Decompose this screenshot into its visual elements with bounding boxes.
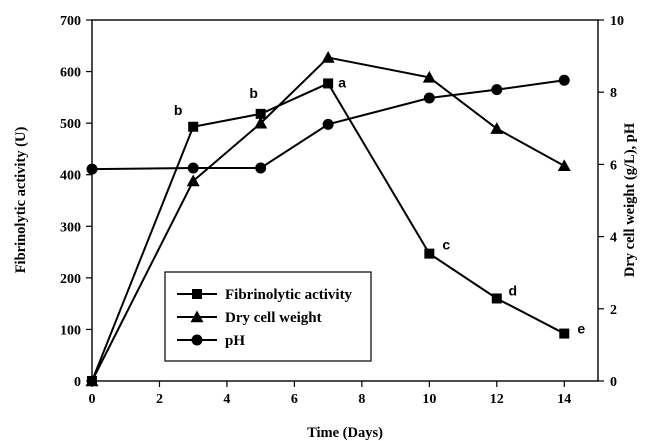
y-tick-label: 200 — [60, 272, 81, 287]
data-point-dry-cell-weight — [85, 374, 99, 387]
data-point-ph — [86, 163, 98, 175]
point-annotation-label: d — [509, 282, 518, 298]
y2-tick-label: 2 — [610, 303, 617, 318]
data-point-dry-cell-weight — [422, 70, 436, 83]
legend-label-ph: pH — [225, 333, 245, 349]
y2-tick-label: 0 — [610, 375, 617, 390]
annotation-layer: b b a c d e — [174, 74, 585, 336]
data-point-dry-cell-weight — [321, 51, 335, 63]
x-tick-label: 6 — [291, 392, 298, 407]
y2-tick-label: 4 — [610, 231, 617, 246]
legend-label-dry-cell-weight: Dry cell weight — [225, 310, 322, 326]
point-annotation-label: b — [249, 85, 258, 101]
y-tick-label: 600 — [60, 66, 81, 81]
x-axis-ticks: 0 2 4 6 8 10 12 14 — [89, 381, 571, 407]
point-annotation-label: e — [577, 321, 585, 337]
data-point-ph — [491, 84, 503, 96]
y2-tick-label: 6 — [610, 158, 617, 173]
data-point-ph — [423, 92, 435, 104]
x-tick-label: 2 — [156, 392, 163, 407]
x-axis-title: Time (Days) — [307, 425, 383, 441]
data-point-fibrinolytic-activity — [491, 293, 502, 304]
y-tick-label: 0 — [74, 375, 81, 390]
y2-tick-label: 8 — [610, 86, 617, 101]
plot-frame — [91, 19, 599, 382]
x-tick-label: 10 — [422, 392, 436, 407]
y-axis-right-ticks: 0 2 4 6 8 10 — [598, 14, 624, 390]
data-point-fibrinolytic-activity — [323, 78, 334, 89]
legend-marker-ph — [191, 334, 203, 346]
x-tick-label: 4 — [223, 392, 230, 407]
point-annotation-label: a — [338, 74, 346, 90]
data-point-dry-cell-weight — [490, 122, 504, 134]
y-axis-left-title: Fibrinolytic activity (U) — [13, 127, 29, 274]
data-point-dry-cell-weight — [557, 159, 571, 172]
legend-marker-fibrinolytic-activity — [192, 289, 202, 299]
point-annotation-label: b — [174, 102, 183, 118]
x-tick-label: 14 — [557, 392, 571, 407]
x-tick-label: 12 — [490, 392, 504, 407]
series-layer — [85, 51, 571, 387]
y-tick-label: 400 — [60, 169, 81, 184]
x-tick-label: 0 — [89, 392, 96, 407]
point-annotation-label: c — [442, 237, 450, 253]
x-tick-label: 8 — [358, 392, 365, 407]
data-point-fibrinolytic-activity — [559, 328, 570, 339]
data-point-dry-cell-weight — [186, 174, 200, 187]
data-point-ph — [322, 118, 334, 130]
data-point-ph — [255, 162, 267, 174]
data-point-fibrinolytic-activity — [255, 108, 266, 119]
legend-label-fibrinolytic-activity: Fibrinolytic activity — [225, 287, 353, 303]
y-tick-label: 300 — [60, 220, 81, 235]
y-axis-left-ticks: 0 100 200 300 400 500 600 700 — [60, 14, 92, 390]
y-tick-label: 100 — [60, 323, 81, 338]
y-tick-label: 700 — [60, 14, 81, 29]
data-point-dry-cell-weight — [254, 116, 268, 129]
y-tick-label: 500 — [60, 117, 81, 132]
data-point-ph — [187, 162, 199, 174]
data-point-fibrinolytic-activity — [188, 121, 199, 132]
y2-tick-label: 10 — [610, 14, 624, 29]
legend: Fibrinolytic activity Dry cell weight pH — [164, 271, 372, 362]
legend-marker-dry-cell-weight — [190, 310, 204, 323]
data-point-ph — [558, 74, 570, 86]
data-point-fibrinolytic-activity — [424, 248, 435, 259]
y-axis-right-title: Dry cell weight (g/L), pH — [622, 122, 638, 277]
